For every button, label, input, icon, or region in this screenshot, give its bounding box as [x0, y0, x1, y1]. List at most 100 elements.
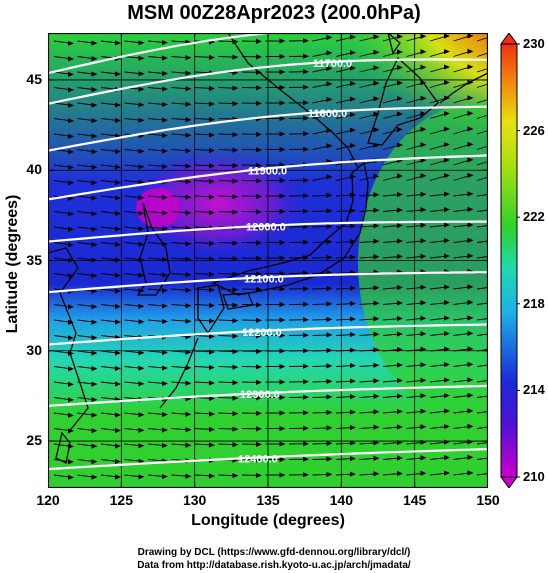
- wind-arrow: [218, 240, 239, 246]
- wind-arrow: [453, 33, 474, 42]
- wind-arrow: [335, 127, 356, 135]
- wind-arrow: [194, 85, 215, 92]
- wind-arrow: [476, 68, 488, 73]
- wind-arrow: [53, 211, 74, 217]
- wind-arrow: [429, 408, 450, 414]
- kuril-islands: [439, 72, 488, 104]
- wind-arrow: [359, 65, 380, 73]
- wind-arrow: [335, 80, 356, 88]
- wind-arrow: [382, 142, 403, 150]
- wind-arrow: [147, 101, 168, 108]
- wind-arrow: [53, 242, 74, 248]
- x-tick-label: 120: [36, 492, 60, 508]
- wind-arrow: [476, 209, 488, 212]
- wind-arrow: [77, 87, 98, 93]
- wind-arrow: [453, 95, 474, 104]
- contour-label: 11700.0: [313, 58, 352, 70]
- wind-arrow: [77, 273, 98, 279]
- wind-arrow: [53, 180, 74, 186]
- wind-arrow: [429, 64, 450, 73]
- wind-arrow: [382, 238, 403, 244]
- wind-arrow: [147, 210, 168, 216]
- wind-arrow: [288, 53, 309, 59]
- wind-arrow: [429, 423, 450, 430]
- wind-arrow: [453, 48, 474, 57]
- wind-arrow: [453, 110, 474, 119]
- wind-arrow: [429, 48, 450, 57]
- wind-arrow: [147, 411, 168, 418]
- wind-arrow: [359, 254, 380, 260]
- wind-arrow: [171, 427, 192, 433]
- wind-arrow: [194, 318, 215, 324]
- wind-arrow: [335, 49, 356, 57]
- wind-arrow: [171, 442, 192, 448]
- japan-shikoku-coast: [222, 292, 254, 310]
- wind-arrow: [241, 333, 262, 339]
- wind-arrow: [171, 70, 192, 76]
- wind-arrow: [124, 55, 145, 61]
- wind-arrow: [453, 191, 474, 197]
- y-tick-label: 30: [26, 341, 42, 358]
- wind-arrow: [476, 364, 488, 367]
- wind-arrow: [312, 34, 333, 42]
- wind-arrow: [476, 99, 488, 104]
- wind-arrow: [100, 443, 121, 449]
- wind-arrow: [100, 288, 121, 294]
- wind-arrow: [100, 148, 121, 155]
- wind-arrow: [100, 179, 121, 186]
- wind-arrow: [218, 442, 239, 448]
- wind-arrow: [77, 412, 98, 418]
- wind-arrow: [241, 426, 262, 432]
- colorbar-bottom-arrow: [500, 476, 518, 488]
- wind-arrow: [359, 424, 380, 430]
- wind-arrow: [241, 162, 262, 168]
- contour-line: [48, 58, 488, 105]
- wind-arrow: [429, 191, 450, 197]
- wind-arrow: [453, 253, 474, 259]
- wind-arrow: [288, 456, 309, 462]
- wind-arrow: [453, 470, 474, 476]
- wind-arrow: [194, 240, 215, 247]
- wind-arrow: [53, 164, 74, 170]
- wind-arrow: [147, 39, 168, 46]
- wind-arrow: [382, 173, 403, 181]
- wind-arrow: [335, 111, 356, 119]
- wind-arrow: [147, 70, 168, 77]
- wind-arrow: [194, 54, 215, 61]
- wind-arrow: [288, 146, 309, 152]
- wind-arrow: [171, 101, 192, 107]
- colorbar-top-arrow: [500, 33, 518, 45]
- wind-arrow: [476, 457, 488, 460]
- wind-arrow: [100, 458, 121, 465]
- wind-arrow: [218, 178, 239, 184]
- axis-ticks: [48, 33, 488, 488]
- wind-arrow: [218, 163, 239, 169]
- wind-arrow: [241, 131, 262, 137]
- wind-arrow: [335, 471, 356, 477]
- wind-arrow: [53, 71, 74, 77]
- wind-arrow: [382, 64, 403, 73]
- wind-arrow: [77, 428, 98, 434]
- wind-arrow: [147, 163, 168, 170]
- wind-arrow: [53, 397, 74, 403]
- wind-arrow: [218, 333, 239, 339]
- wind-arrow: [429, 284, 450, 290]
- wind-arrow: [241, 317, 262, 323]
- wind-arrow: [312, 301, 333, 307]
- wind-arrow: [194, 132, 215, 138]
- wind-arrow: [194, 209, 215, 216]
- wind-arrow: [77, 102, 98, 108]
- wind-arrow: [53, 319, 74, 325]
- wind-arrow: [453, 330, 474, 336]
- wind-arrow: [429, 253, 450, 259]
- contour-line: [48, 220, 488, 243]
- wind-arrow: [335, 142, 356, 150]
- wind-arrow: [476, 52, 488, 57]
- wind-arrow: [453, 392, 474, 398]
- wind-arrow: [124, 179, 145, 185]
- wind-arrow: [124, 195, 145, 201]
- wind-arrow: [171, 287, 192, 293]
- colorbar-tick-label: 222: [523, 209, 545, 225]
- wind-arrow: [241, 410, 262, 416]
- wind-arrow: [312, 363, 333, 369]
